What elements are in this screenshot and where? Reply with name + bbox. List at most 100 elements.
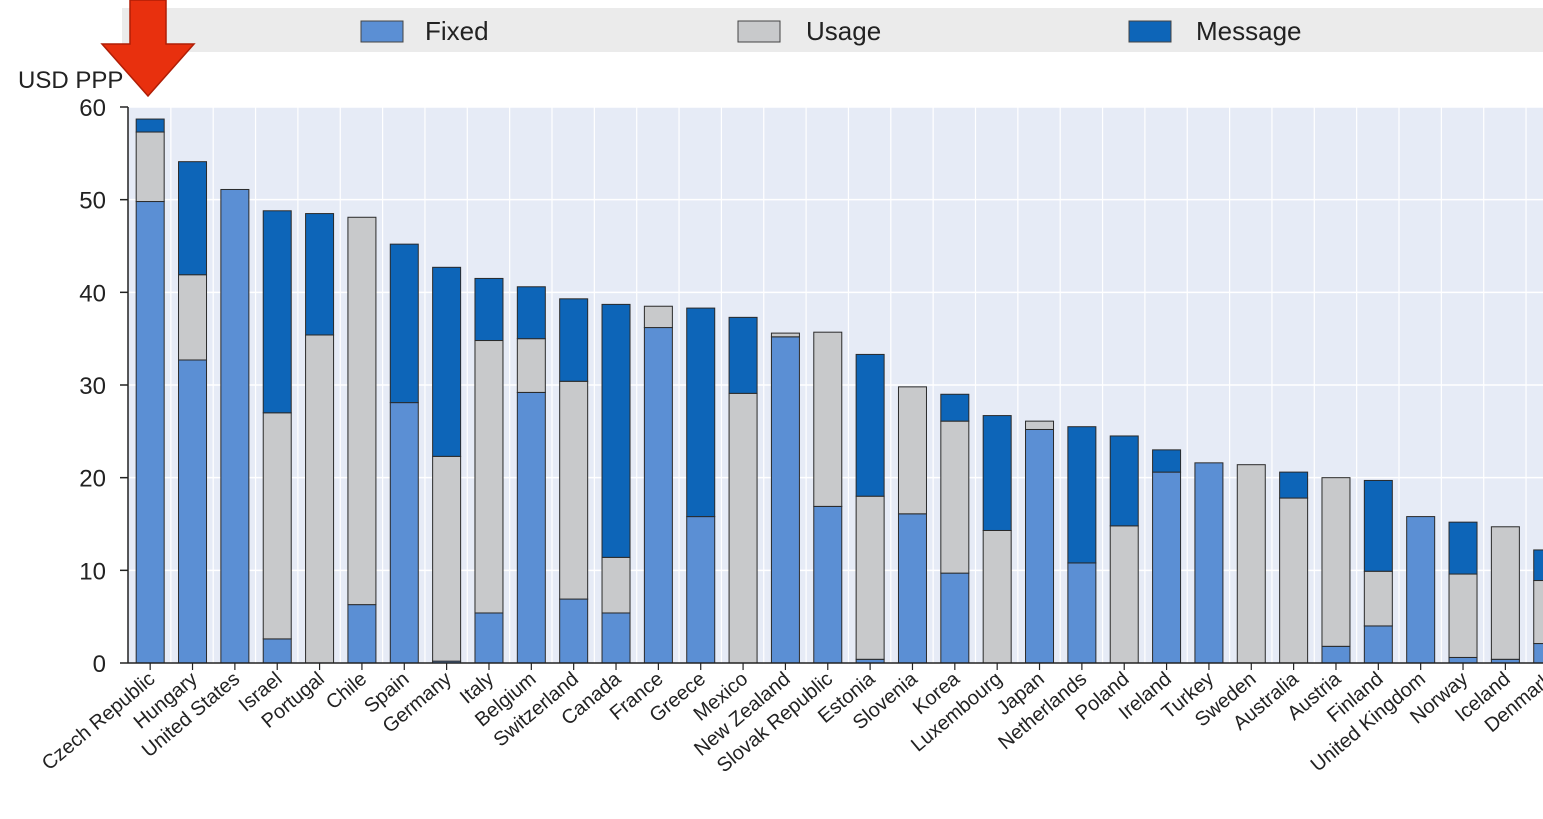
bar-usage-portugal (305, 334, 335, 664)
bar-usage-norway (1448, 573, 1478, 658)
bar-fixed-united-kingdom (1406, 516, 1436, 664)
bar-usage-slovak-republic (813, 331, 843, 507)
bar-stack-germany (432, 266, 462, 664)
bar-usage-italy (474, 340, 504, 614)
bar-fixed-norway (1448, 656, 1478, 664)
bar-message-netherlands (1067, 426, 1097, 564)
bar-message-spain (389, 243, 419, 404)
bar-message-portugal (305, 213, 335, 336)
bar-stack-belgium (516, 286, 546, 664)
bar-stack-netherlands (1067, 426, 1097, 664)
bar-stack-luxembourg (982, 415, 1012, 664)
bar-stack-spain (389, 243, 419, 664)
bar-message-norway (1448, 521, 1478, 575)
bar-stack-japan (1025, 420, 1055, 664)
bar-usage-israel (262, 412, 292, 640)
bar-usage-belgium (516, 338, 546, 393)
bar-fixed-switzerland (559, 598, 589, 664)
bar-usage-hungary (178, 274, 208, 361)
bar-usage-iceland (1490, 526, 1520, 660)
bar-fixed-hungary (178, 359, 208, 664)
bar-usage-czech-republic (135, 131, 165, 203)
bar-usage-finland (1363, 570, 1393, 627)
bar-message-denmark (1533, 549, 1543, 582)
y-axis-unit-label: USD PPP (18, 67, 123, 94)
legend-label-fixed: Fixed (425, 16, 489, 46)
bar-fixed-spain (389, 402, 419, 664)
y-tick-label: 30 (79, 373, 106, 400)
bar-stack-chile (347, 216, 377, 664)
y-tick-label: 10 (79, 558, 106, 585)
bar-fixed-chile (347, 604, 377, 664)
bar-stack-sweden (1236, 464, 1266, 664)
bar-fixed-turkey (1194, 462, 1224, 664)
bar-stack-australia (1279, 471, 1309, 664)
bar-stack-slovak-republic (813, 331, 843, 664)
bar-stack-italy (474, 277, 504, 664)
bar-fixed-austria (1321, 645, 1351, 664)
bar-stack-denmark (1533, 549, 1543, 664)
legend-label-message: Message (1196, 16, 1302, 46)
bar-stack-czech-republic (135, 118, 165, 664)
bar-message-canada (601, 303, 631, 558)
bar-usage-austria (1321, 477, 1351, 647)
bar-stack-switzerland (559, 298, 589, 664)
bar-message-israel (262, 210, 292, 414)
bar-stack-mexico (728, 316, 758, 664)
bar-message-poland (1109, 435, 1139, 527)
bar-usage-japan (1025, 420, 1055, 430)
bar-message-germany (432, 266, 462, 457)
bar-message-italy (474, 277, 504, 342)
bar-usage-germany (432, 455, 462, 662)
bar-stack-canada (601, 303, 631, 664)
bar-usage-denmark (1533, 580, 1543, 645)
bar-usage-chile (347, 216, 377, 606)
legend-swatch-usage (737, 20, 781, 43)
bar-stack-turkey (1194, 462, 1224, 664)
bar-fixed-israel (262, 638, 292, 664)
bar-stack-iceland (1490, 526, 1520, 664)
bar-usage-new-zealand (770, 332, 800, 338)
bar-message-estonia (855, 353, 885, 497)
bar-message-switzerland (559, 298, 589, 382)
bar-message-korea (940, 393, 970, 422)
bar-fixed-slovenia (897, 513, 927, 664)
bar-usage-canada (601, 556, 631, 614)
y-axis-ticks: 0 10 20 30 40 50 60 (79, 95, 128, 678)
bar-stack-united-kingdom (1406, 516, 1436, 664)
bar-usage-france (643, 305, 673, 329)
bar-stack-estonia (855, 353, 885, 664)
bar-message-finland (1363, 479, 1393, 572)
bar-message-luxembourg (982, 415, 1012, 531)
y-tick-label: 50 (79, 188, 106, 215)
bar-stack-poland (1109, 435, 1139, 664)
down-arrow-icon (100, 0, 196, 98)
bars (135, 118, 1543, 664)
bar-usage-switzerland (559, 380, 589, 600)
bar-usage-korea (940, 420, 970, 574)
y-tick-label: 20 (79, 466, 106, 493)
bar-stack-united-states (220, 188, 250, 664)
bar-message-ireland (1152, 449, 1182, 473)
y-tick-label: 40 (79, 280, 106, 307)
bar-message-belgium (516, 286, 546, 340)
bar-fixed-slovak-republic (813, 505, 843, 664)
bar-fixed-japan (1025, 428, 1055, 664)
bar-stack-finland (1363, 479, 1393, 664)
bar-usage-australia (1279, 497, 1309, 664)
bar-stack-korea (940, 393, 970, 664)
bar-usage-mexico (728, 392, 758, 664)
bar-fixed-greece (686, 516, 716, 664)
bar-fixed-korea (940, 572, 970, 664)
bar-stack-israel (262, 210, 292, 664)
legend-label-usage: Usage (806, 16, 881, 46)
bar-stack-france (643, 305, 673, 664)
bar-usage-poland (1109, 525, 1139, 664)
bar-fixed-denmark (1533, 643, 1543, 664)
bar-fixed-france (643, 327, 673, 664)
y-tick-label: 0 (93, 651, 106, 678)
bar-fixed-united-states (220, 188, 250, 664)
bar-stack-hungary (178, 161, 208, 664)
bar-usage-sweden (1236, 464, 1266, 664)
